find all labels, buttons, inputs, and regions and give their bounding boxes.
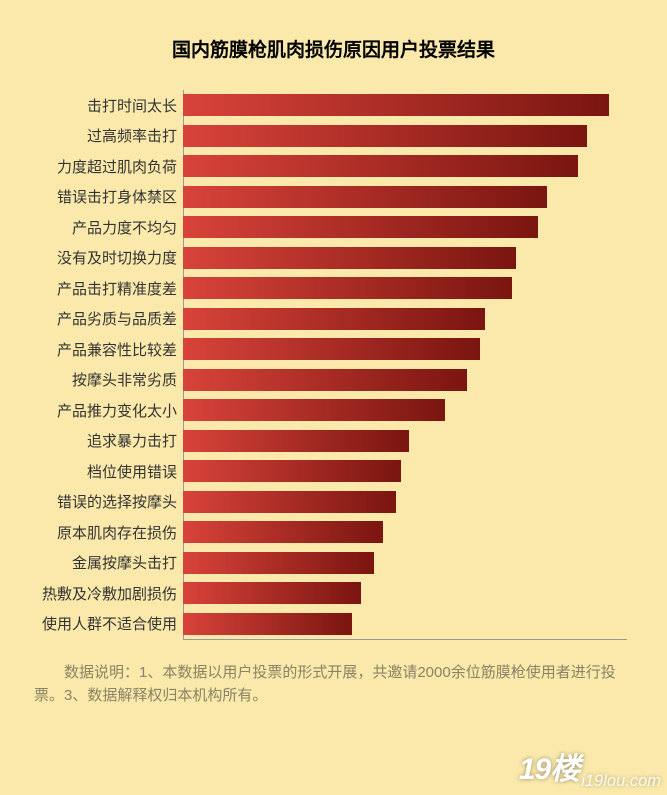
bar	[183, 125, 587, 147]
bar-label: 力度超过肌肉负荷	[57, 156, 183, 177]
bar-row: 追求暴力击打	[183, 426, 627, 457]
bar-row: 没有及时切换力度	[183, 243, 627, 274]
bar	[183, 399, 445, 421]
bar	[183, 338, 480, 360]
bar	[183, 521, 383, 543]
bar-label: 按摩头非常劣质	[72, 369, 183, 390]
bar	[183, 369, 467, 391]
watermark-sub: i19lou.com	[581, 772, 661, 790]
bar-row: 产品兼容性比较差	[183, 334, 627, 365]
bar-row: 使用人群不适合使用	[183, 609, 627, 640]
chart-title: 国内筋膜枪肌肉损伤原因用户投票结果	[28, 35, 639, 62]
bar	[183, 308, 485, 330]
bar	[183, 155, 578, 177]
bar	[183, 552, 374, 574]
bar	[183, 491, 396, 513]
bar-row: 产品力度不均匀	[183, 212, 627, 243]
bar	[183, 613, 352, 635]
bar	[183, 460, 401, 482]
bar	[183, 247, 516, 269]
bar-label: 产品击打精准度差	[57, 278, 183, 299]
bar-label: 击打时间太长	[87, 95, 183, 116]
chart-area: 击打时间太长过高频率击打力度超过肌肉负荷错误击打身体禁区产品力度不均匀没有及时切…	[183, 90, 627, 639]
bar-row: 产品击打精准度差	[183, 273, 627, 304]
bar-row: 金属按摩头击打	[183, 548, 627, 579]
bar-label: 产品劣质与品质差	[57, 308, 183, 329]
watermark-text: 19楼	[519, 753, 579, 786]
bar-row: 档位使用错误	[183, 456, 627, 487]
bar-label: 错误击打身体禁区	[57, 186, 183, 207]
bar-label: 产品推力变化太小	[57, 400, 183, 421]
bar	[183, 186, 547, 208]
bar-row: 击打时间太长	[183, 90, 627, 121]
bar	[183, 94, 609, 116]
bar-label: 追求暴力击打	[87, 430, 183, 451]
bar-label: 产品力度不均匀	[72, 217, 183, 238]
bar-row: 原本肌肉存在损伤	[183, 517, 627, 548]
bar-row: 产品劣质与品质差	[183, 304, 627, 335]
bar-label: 档位使用错误	[87, 461, 183, 482]
chart-panel: 国内筋膜枪肌肉损伤原因用户投票结果 击打时间太长过高频率击打力度超过肌肉负荷错误…	[0, 0, 667, 795]
bar-label: 热敷及冷敷加剧损伤	[42, 583, 183, 604]
bar-row: 错误击打身体禁区	[183, 182, 627, 213]
bar-row: 产品推力变化太小	[183, 395, 627, 426]
bar-row: 力度超过肌肉负荷	[183, 151, 627, 182]
bar-label: 错误的选择按摩头	[57, 491, 183, 512]
bar	[183, 277, 512, 299]
bar	[183, 430, 409, 452]
bar-label: 使用人群不适合使用	[42, 613, 183, 634]
bar	[183, 216, 538, 238]
bar-label: 产品兼容性比较差	[57, 339, 183, 360]
bar-label: 过高频率击打	[87, 125, 183, 146]
bar-label: 原本肌肉存在损伤	[57, 522, 183, 543]
footer-note: 数据说明：1、本数据以用户投票的形式开展，共邀请2000余位筋膜枪使用者进行投票…	[34, 661, 633, 708]
bar	[183, 582, 361, 604]
bar-label: 没有及时切换力度	[57, 247, 183, 268]
bar-row: 热敷及冷敷加剧损伤	[183, 578, 627, 609]
bar-label: 金属按摩头击打	[72, 552, 183, 573]
x-axis	[183, 639, 627, 640]
bar-row: 错误的选择按摩头	[183, 487, 627, 518]
bar-row: 过高频率击打	[183, 121, 627, 152]
bar-row: 按摩头非常劣质	[183, 365, 627, 396]
watermark: 19楼i19lou.com	[519, 744, 661, 791]
